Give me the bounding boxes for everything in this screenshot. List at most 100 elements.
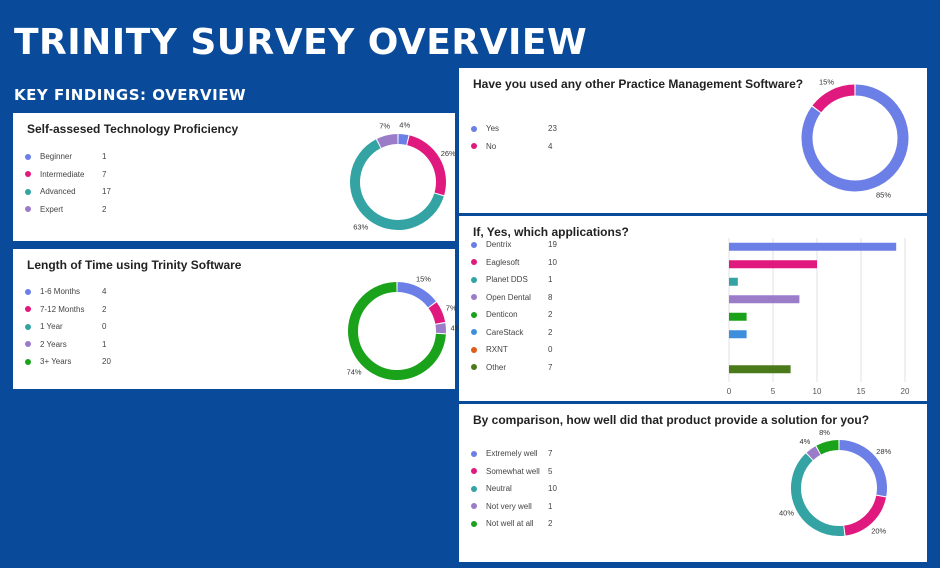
donut-percent-label: 26% (441, 149, 456, 158)
legend-value: 1 (102, 339, 107, 349)
bar-open-dental[interactable] (729, 295, 800, 304)
legend-label: Dentrix (486, 240, 512, 250)
donut-slice-yes[interactable] (801, 84, 909, 192)
legend-label: Eaglesoft (486, 257, 520, 267)
legend: Extremely well 7 Somewhat well 5 Neutral 10 No… (471, 445, 578, 533)
legend: 1-6 Months 4 7-12 Months 2 1 Year 0 2 Years 1 3+… (25, 283, 132, 371)
legend-item-not-well-at-all: Not well at all 2 (471, 515, 578, 533)
card-length-of-time: Length of Time using Trinity Software 1-… (13, 249, 462, 389)
card-proficiency: Self-assesed Technology Proficiency Begi… (13, 113, 456, 241)
legend-value: 7 (102, 169, 107, 179)
legend-label: Denticon (486, 310, 518, 320)
donut-chart: 28% 20% 40% 4% 8% (779, 428, 892, 536)
legend-dot (25, 288, 31, 295)
legend-value: 4 (102, 287, 107, 297)
donut-percent-label: 15% (416, 274, 431, 283)
bar-eaglesoft[interactable] (729, 260, 817, 269)
legend-label: 2 Years (40, 339, 67, 349)
legend-value: 7 (548, 362, 553, 372)
legend: Beginner 1 Intermediate 7 Advanced 17 Expert 2 (25, 148, 132, 218)
card-comparison: By comparison, how well did that product… (459, 404, 927, 562)
legend-label: Beginner (40, 152, 73, 162)
donut-slice-2-years[interactable] (435, 323, 446, 334)
donut-slice-intermediate[interactable] (406, 135, 446, 196)
legend-item-7-12-months: 7-12 Months 2 (25, 301, 132, 319)
legend-value: 1 (548, 501, 553, 511)
legend-item-not-very-well: Not very well 1 (471, 498, 578, 516)
legend-label: Open Dental (486, 292, 531, 302)
donut-percent-label: 8% (819, 428, 830, 437)
legend-value: 4 (548, 141, 553, 151)
donut-slice-expert[interactable] (376, 134, 398, 148)
donut-slice-neutral[interactable] (791, 453, 845, 536)
bar-other[interactable] (729, 365, 791, 374)
legend-label: Advanced (40, 187, 76, 197)
legend-dot (25, 188, 31, 195)
legend-value: 8 (548, 292, 553, 302)
legend-item-carestack: CareStack 2 (471, 324, 578, 342)
legend-value: 2 (548, 519, 553, 529)
donut-percent-label: 40% (779, 509, 794, 518)
legend-item-eaglesoft: Eaglesoft 10 (471, 254, 578, 272)
legend-item-advanced: Advanced 17 (25, 183, 132, 201)
legend-dot (471, 364, 477, 371)
donut-slice-advanced[interactable] (350, 139, 444, 230)
legend-dot (471, 125, 477, 132)
legend-value: 7 (548, 449, 553, 459)
legend-dot (25, 171, 31, 178)
donut-percent-label: 28% (876, 447, 891, 456)
x-tick-label: 15 (857, 387, 866, 396)
legend-item-rxnt: RXNT 0 (471, 341, 578, 359)
donut-percent-label: 4% (450, 324, 461, 333)
legend-dot (25, 206, 31, 213)
legend-dot (25, 341, 31, 348)
donut-slice-extremely-well[interactable] (839, 440, 887, 497)
legend-label: 7-12 Months (40, 304, 85, 314)
legend-label: 3+ Years (40, 357, 72, 367)
legend-label: CareStack (486, 327, 524, 337)
legend-item-denticon: Denticon 2 (471, 306, 578, 324)
donut-slice-not-well-at-all[interactable] (816, 440, 839, 455)
donut-slice-beginner[interactable] (398, 134, 409, 145)
legend-label: RXNT (486, 345, 508, 355)
legend-dot (25, 358, 31, 365)
donut-percent-label: 15% (819, 77, 834, 86)
legend: Dentrix 19 Eaglesoft 10 Planet DDS 1 Open Dent… (471, 236, 578, 376)
card-title: If, Yes, which applications? (473, 225, 629, 239)
legend-label: Yes (486, 124, 500, 134)
card-title: Length of Time using Trinity Software (27, 258, 242, 272)
donut-slice-1-6-months[interactable] (397, 282, 436, 308)
donut-slice-not-very-well[interactable] (806, 446, 821, 461)
legend-value: 2 (102, 204, 107, 214)
legend-dot (25, 306, 31, 313)
legend-dot (471, 520, 477, 527)
donut-slice-7-12-months[interactable] (428, 302, 446, 325)
legend-dot (471, 259, 477, 266)
donut-slice-no[interactable] (812, 84, 855, 113)
legend-dot (471, 450, 477, 457)
legend-item-neutral: Neutral 10 (471, 480, 578, 498)
bar-denticon[interactable] (729, 312, 747, 321)
legend-item-no: No 4 (471, 138, 578, 156)
card-title: Self-assesed Technology Proficiency (27, 122, 239, 136)
legend-dot (471, 485, 477, 492)
bar-planet-dds[interactable] (729, 277, 738, 286)
legend-value: 17 (102, 187, 111, 197)
legend-item-1-6-months: 1-6 Months 4 (25, 283, 132, 301)
legend-item-somewhat-well: Somewhat well 5 (471, 463, 578, 481)
donut-slice-3-years[interactable] (348, 282, 446, 380)
bar-carestack[interactable] (729, 330, 747, 339)
legend-label: Extremely well (486, 449, 538, 459)
x-tick-label: 0 (727, 387, 732, 396)
legend-item-planet-dds: Planet DDS 1 (471, 271, 578, 289)
bar-dentrix[interactable] (729, 242, 897, 251)
x-tick-label: 5 (771, 387, 776, 396)
donut-slice-somewhat-well[interactable] (843, 495, 887, 536)
legend-item-other: Other 7 (471, 359, 578, 377)
card-title: Have you used any other Practice Managem… (473, 77, 804, 91)
legend-dot (471, 294, 477, 301)
page-subtitle: KEY FINDINGS: OVERVIEW (14, 86, 246, 104)
legend-dot (25, 153, 31, 160)
donut-percent-label: 74% (347, 367, 362, 376)
legend-label: Somewhat well (486, 466, 540, 476)
